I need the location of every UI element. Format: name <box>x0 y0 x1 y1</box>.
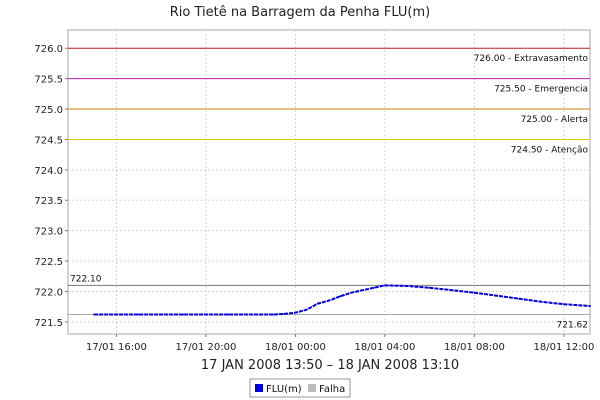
data-point <box>540 300 543 303</box>
data-point <box>473 291 476 294</box>
y-tick-label: 725.0 <box>34 105 63 116</box>
data-point <box>518 297 521 300</box>
threshold-label: 725.00 - Alerta <box>521 115 588 125</box>
data-point <box>305 308 308 311</box>
threshold-label: 724.50 - Atenção <box>511 145 589 155</box>
x-tick-label: 17/01 16:00 <box>86 342 147 353</box>
data-point <box>160 313 163 316</box>
data-point <box>428 286 431 289</box>
data-point <box>384 284 386 287</box>
data-point <box>182 313 185 316</box>
data-point <box>563 303 565 306</box>
y-axis: 721.5 722.0 722.5 723.0 723.5 724.0 724.5 725.0… <box>34 44 68 329</box>
plot-area <box>67 29 591 335</box>
data-point <box>205 313 207 316</box>
threshold-label: 726.00 - Extravasamento <box>474 54 589 64</box>
legend: FLU(m) Falha <box>249 378 351 398</box>
y-tick-label: 724.5 <box>34 135 63 146</box>
data-point <box>328 299 330 302</box>
threshold-label: 725.50 - Emergencia <box>494 85 588 95</box>
legend-swatch-flu <box>255 384 263 392</box>
max-marker-label: 722.10 <box>70 274 102 284</box>
y-tick-label: 725.5 <box>34 75 63 86</box>
y-tick-label: 723.0 <box>34 227 63 238</box>
data-point <box>227 313 230 316</box>
data-point <box>249 313 252 316</box>
y-tick-label: 722.5 <box>34 257 63 268</box>
series-layer <box>93 284 591 316</box>
x-axis: 17/01 16:00 17/01 20:00 18/01 00:00 18/01 0… <box>86 334 594 353</box>
y-tick-label: 723.5 <box>34 196 63 207</box>
data-point <box>137 313 140 316</box>
y-tick-label: 724.0 <box>34 166 63 177</box>
chart-subtitle: 17 JAN 2008 13:50 – 18 JAN 2008 13:10 <box>201 358 459 373</box>
legend-box <box>249 378 351 398</box>
legend-swatch-falha <box>308 384 316 392</box>
data-point <box>495 294 498 297</box>
data-point <box>406 285 409 287</box>
data-point <box>272 313 274 316</box>
legend-label-flu: FLU(m) <box>266 384 302 395</box>
x-tick-label: 18/01 08:00 <box>444 342 505 353</box>
data-point <box>294 311 297 314</box>
x-tick-label: 17/01 20:00 <box>176 342 237 353</box>
data-point <box>339 295 342 298</box>
data-point <box>115 313 118 316</box>
data-point <box>589 305 591 307</box>
y-tick-label: 721.5 <box>34 318 63 329</box>
x-tick-label: 18/01 00:00 <box>265 342 326 353</box>
data-point <box>316 302 319 305</box>
data-point <box>350 291 353 294</box>
y-tick-label: 726.0 <box>34 44 63 55</box>
legend-label-falha: Falha <box>319 384 345 395</box>
data-point <box>283 313 286 315</box>
chart-title: Rio Tietê na Barragem da Penha FLU(m) <box>170 5 431 20</box>
data-point <box>451 289 453 292</box>
series-line-flu <box>94 284 591 316</box>
threshold-layer: 726.00 - Extravasamento 725.50 - Emergenc… <box>68 47 590 155</box>
x-tick-label: 18/01 04:00 <box>355 342 416 353</box>
y-tick-label: 722.0 <box>34 287 63 298</box>
data-point <box>372 286 375 289</box>
x-tick-label: 18/01 12:00 <box>533 342 594 353</box>
data-point <box>361 289 364 292</box>
last-marker-label: 721.62 <box>557 321 589 331</box>
data-point <box>93 313 95 316</box>
